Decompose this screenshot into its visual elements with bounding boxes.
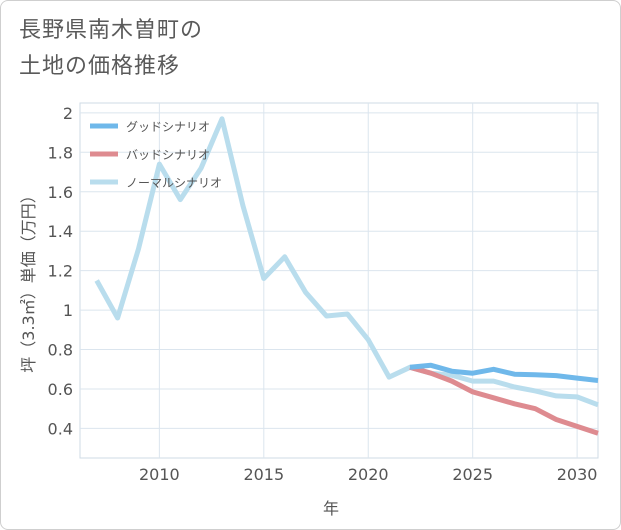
y-tick-label: 0.8 bbox=[48, 341, 73, 360]
series-lines bbox=[94, 116, 599, 436]
chart-title-line1: 長野県南木曽町の bbox=[19, 18, 204, 43]
x-tick-label: 2030 bbox=[557, 465, 598, 484]
grid bbox=[80, 103, 598, 458]
y-axis-ticks: 0.4 0.6 0.8 1 1.2 1.4 1.6 1.8 2 bbox=[48, 104, 73, 439]
series-line-0 bbox=[409, 362, 599, 383]
series-line-2 bbox=[94, 116, 599, 408]
plot-area-border bbox=[79, 102, 599, 459]
y-tick-label: 1.6 bbox=[48, 183, 73, 202]
y-tick-label: 1.8 bbox=[48, 143, 73, 162]
x-tick-label: 2025 bbox=[452, 465, 493, 484]
y-tick-label: 2 bbox=[63, 104, 73, 123]
x-tick-label: 2020 bbox=[348, 465, 389, 484]
y-tick-label: 0.6 bbox=[48, 380, 73, 399]
y-tick-label: 1.4 bbox=[48, 222, 73, 241]
y-tick-label: 1.2 bbox=[48, 262, 73, 281]
x-axis-ticks: 2010 2015 2020 2025 2030 bbox=[139, 465, 597, 484]
legend-label: グッドシナリオ bbox=[126, 120, 210, 134]
x-axis-label: 年 bbox=[323, 499, 339, 518]
y-tick-label: 0.4 bbox=[48, 419, 73, 438]
chart-title: 長野県南木曽町の 土地の価格推移 bbox=[19, 13, 203, 85]
legend-label: ノーマルシナリオ bbox=[126, 176, 222, 190]
y-tick-label: 1 bbox=[63, 301, 73, 320]
legend-label: バッドシナリオ bbox=[126, 148, 210, 162]
x-tick-label: 2015 bbox=[243, 465, 284, 484]
y-axis-label: 坪（3.3㎡）単価（万円） bbox=[19, 187, 38, 372]
x-tick-label: 2010 bbox=[139, 465, 180, 484]
series-line-1 bbox=[409, 364, 599, 436]
chart-title-line2: 土地の価格推移 bbox=[19, 54, 181, 79]
